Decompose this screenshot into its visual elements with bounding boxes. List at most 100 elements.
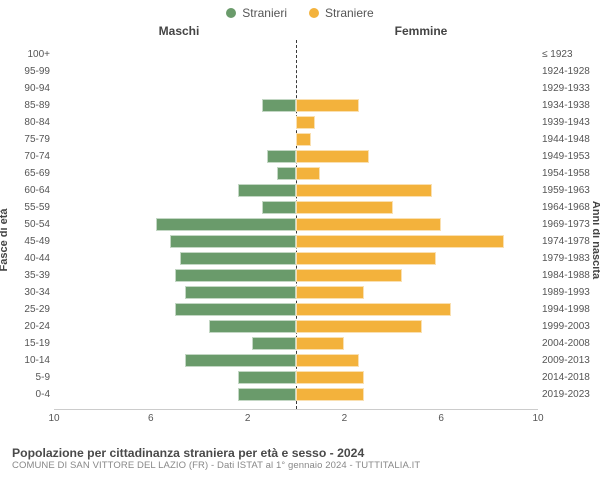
age-tick: 20-24 [4, 321, 50, 332]
age-tick: 85-89 [4, 100, 50, 111]
legend-swatch-female [309, 8, 319, 18]
pyramid-row: 45-491974-1978 [54, 233, 538, 250]
bar-female [296, 354, 359, 367]
age-tick: 5-9 [4, 372, 50, 383]
bar-male [180, 252, 296, 265]
bar-male [262, 99, 296, 112]
pyramid-row: 10-142009-2013 [54, 352, 538, 369]
age-tick: 35-39 [4, 270, 50, 281]
chart-title: Popolazione per cittadinanza straniera p… [12, 446, 588, 460]
bar-container-female [296, 80, 538, 97]
bar-container-male [54, 369, 296, 386]
pyramid-row: 40-441979-1983 [54, 250, 538, 267]
age-tick: 0-4 [4, 389, 50, 400]
birth-tick: 1954-1958 [542, 168, 596, 179]
age-tick: 80-84 [4, 117, 50, 128]
pyramid-row: 55-591964-1968 [54, 199, 538, 216]
age-tick: 70-74 [4, 151, 50, 162]
chart-area: Fasce di età Anni di nascita 100+≤ 19239… [0, 40, 600, 440]
bar-container-male [54, 63, 296, 80]
birth-tick: 1939-1943 [542, 117, 596, 128]
bar-male [175, 303, 296, 316]
chart-subtitle: COMUNE DI SAN VITTORE DEL LAZIO (FR) - D… [12, 460, 588, 471]
bar-container-male [54, 46, 296, 63]
bar-male [156, 218, 296, 231]
age-tick: 60-64 [4, 185, 50, 196]
x-tick: 2 [342, 413, 348, 424]
pyramid-row: 35-391984-1988 [54, 267, 538, 284]
bar-container-male [54, 199, 296, 216]
birth-tick: 1974-1978 [542, 236, 596, 247]
column-headers: Maschi Femmine [0, 20, 600, 40]
bar-male [238, 184, 296, 197]
pyramid-row: 75-791944-1948 [54, 131, 538, 148]
birth-tick: 1969-1973 [542, 219, 596, 230]
bar-female [296, 150, 369, 163]
pyramid-row: 70-741949-1953 [54, 148, 538, 165]
bar-female [296, 116, 315, 129]
bar-female [296, 371, 364, 384]
pyramid-row: 65-691954-1958 [54, 165, 538, 182]
birth-tick: 2009-2013 [542, 355, 596, 366]
pyramid-row: 90-941929-1933 [54, 80, 538, 97]
bar-female [296, 167, 320, 180]
bar-container-male [54, 233, 296, 250]
bar-female [296, 133, 311, 146]
bar-male [277, 167, 296, 180]
birth-tick: 1989-1993 [542, 287, 596, 298]
pyramid-row: 95-991924-1928 [54, 63, 538, 80]
bar-female [296, 252, 436, 265]
bar-container-female [296, 97, 538, 114]
birth-tick: 1924-1928 [542, 66, 596, 77]
pyramid-rows: 100+≤ 192395-991924-192890-941929-193385… [54, 46, 538, 403]
bar-container-female [296, 301, 538, 318]
footer: Popolazione per cittadinanza straniera p… [0, 440, 600, 471]
bar-container-female [296, 335, 538, 352]
birth-tick: 1944-1948 [542, 134, 596, 145]
bar-container-male [54, 216, 296, 233]
bar-container-female [296, 46, 538, 63]
bar-container-female [296, 369, 538, 386]
bar-container-male [54, 80, 296, 97]
pyramid-row: 0-42019-2023 [54, 386, 538, 403]
age-tick: 25-29 [4, 304, 50, 315]
bar-male [238, 388, 296, 401]
legend-label-female: Straniere [325, 6, 374, 20]
bar-container-male [54, 352, 296, 369]
birth-tick: 1959-1963 [542, 185, 596, 196]
bar-container-female [296, 284, 538, 301]
x-tick: 10 [532, 413, 543, 424]
bar-male [185, 286, 296, 299]
legend-item-female: Straniere [309, 6, 374, 20]
pyramid-row: 25-291994-1998 [54, 301, 538, 318]
birth-tick: ≤ 1923 [542, 49, 596, 60]
birth-tick: 1929-1933 [542, 83, 596, 94]
bar-container-male [54, 250, 296, 267]
bar-male [238, 371, 296, 384]
age-tick: 100+ [4, 49, 50, 60]
bar-container-female [296, 386, 538, 403]
bar-container-female [296, 352, 538, 369]
birth-tick: 1964-1968 [542, 202, 596, 213]
bar-container-female [296, 131, 538, 148]
bar-male [209, 320, 296, 333]
bar-container-female [296, 199, 538, 216]
bar-female [296, 388, 364, 401]
birth-tick: 2019-2023 [542, 389, 596, 400]
age-tick: 50-54 [4, 219, 50, 230]
age-tick: 65-69 [4, 168, 50, 179]
legend-label-male: Stranieri [242, 6, 287, 20]
age-tick: 15-19 [4, 338, 50, 349]
bar-container-male [54, 182, 296, 199]
x-tick: 6 [438, 413, 444, 424]
bar-container-male [54, 131, 296, 148]
bar-female [296, 286, 364, 299]
age-tick: 10-14 [4, 355, 50, 366]
bar-container-female [296, 250, 538, 267]
bar-container-female [296, 216, 538, 233]
bar-container-female [296, 165, 538, 182]
bar-male [175, 269, 296, 282]
age-tick: 40-44 [4, 253, 50, 264]
legend-item-male: Stranieri [226, 6, 287, 20]
bar-container-male [54, 97, 296, 114]
